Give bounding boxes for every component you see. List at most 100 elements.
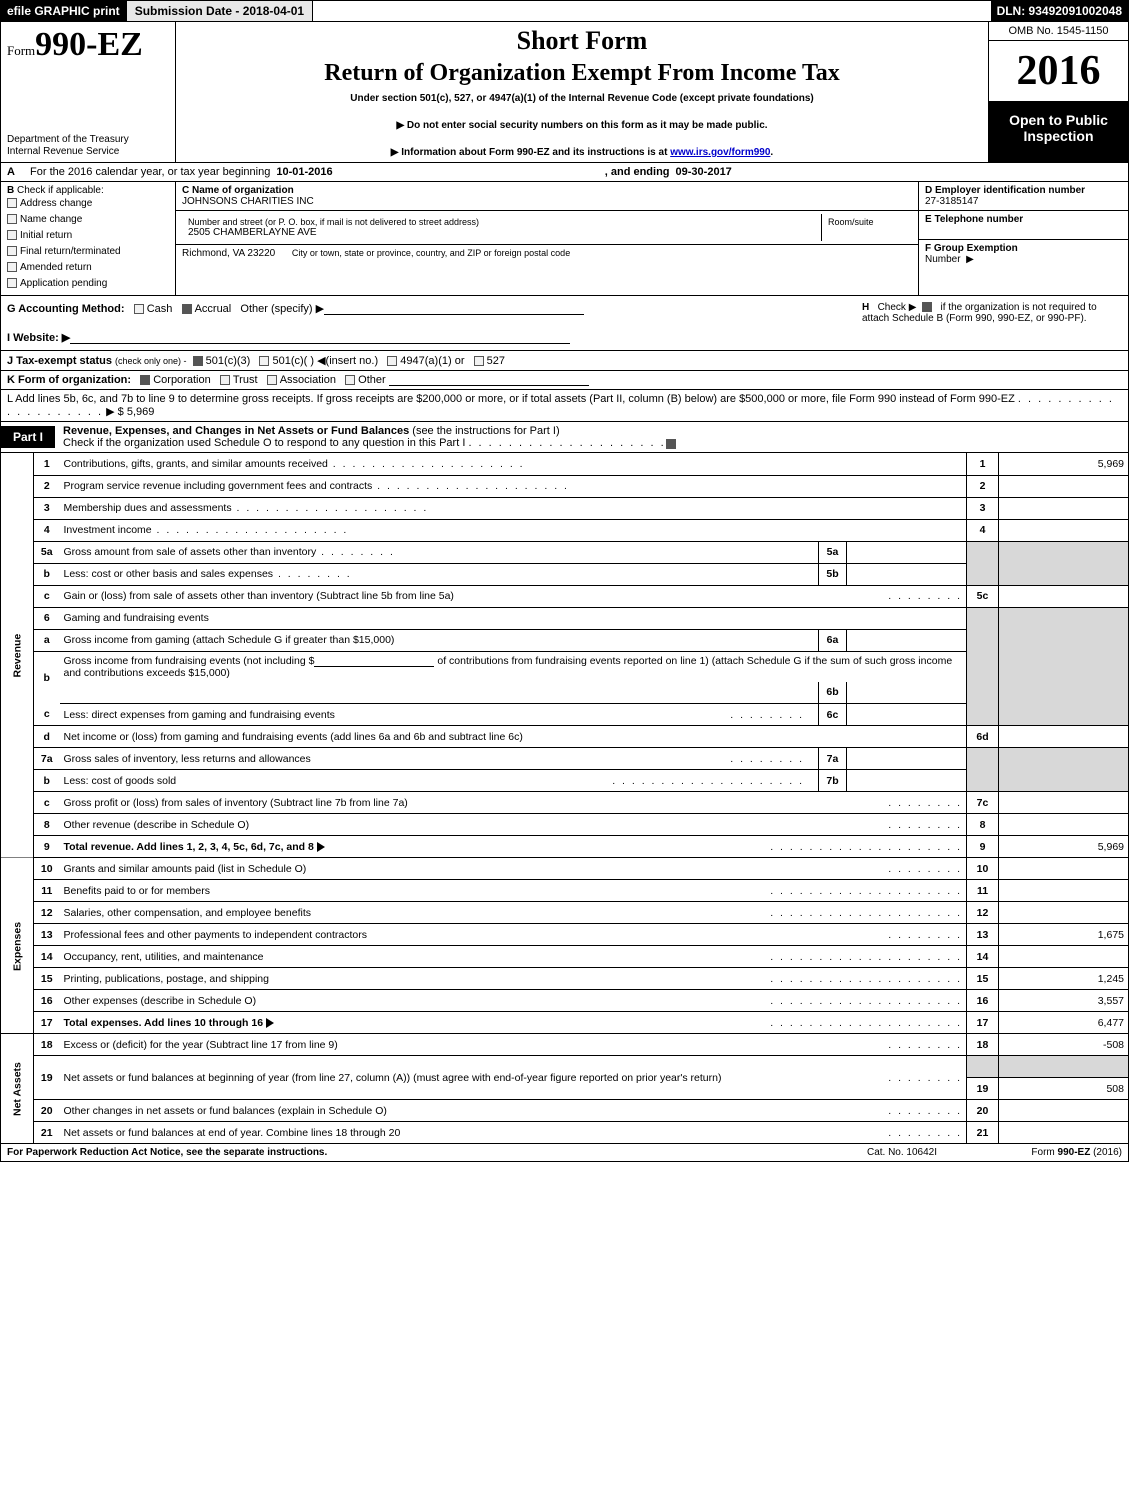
c-city: Richmond, VA 23220 — [182, 248, 275, 259]
arrow-line-1: ▶ Do not enter social security numbers o… — [186, 120, 978, 131]
row-1: Revenue 1 Contributions, gifts, grants, … — [1, 453, 1129, 475]
return-title: Return of Organization Exempt From Incom… — [186, 60, 978, 87]
i-website-line[interactable] — [70, 332, 570, 344]
cat-no: Cat. No. 10642I — [832, 1147, 972, 1158]
irs-link[interactable]: www.irs.gov/form990 — [670, 147, 770, 158]
val-15: 1,245 — [999, 968, 1129, 990]
chk-assoc[interactable] — [267, 375, 277, 385]
chk-h[interactable] — [922, 302, 932, 312]
chk-corp[interactable] — [140, 375, 150, 385]
val-1: 5,969 — [999, 453, 1129, 475]
footer: For Paperwork Reduction Act Notice, see … — [0, 1144, 1129, 1162]
chk-name-change[interactable]: Name change — [7, 212, 169, 228]
tax-year: 2016 — [989, 41, 1128, 102]
chk-initial-return[interactable]: Initial return — [7, 228, 169, 244]
row-6c: c Less: direct expenses from gaming and … — [1, 704, 1129, 726]
line-a-begin: 10-01-2016 — [276, 166, 332, 178]
c-street-block: Number and street (or P. O. box, if mail… — [176, 211, 918, 245]
f-lbl2: Number — [925, 254, 961, 265]
chk-address-change[interactable]: Address change — [7, 196, 169, 212]
header: Form990-EZ Department of the Treasury In… — [0, 22, 1129, 163]
row-8: 8 Other revenue (describe in Schedule O)… — [1, 814, 1129, 836]
row-4: 4 Investment income 4 — [1, 519, 1129, 541]
open-line1: Open to Public — [993, 112, 1124, 128]
row-7b: b Less: cost of goods sold 7b — [1, 770, 1129, 792]
arrow-line-2: ▶ Information about Form 990-EZ and its … — [186, 147, 978, 158]
chk-501c[interactable] — [259, 356, 269, 366]
main-table: Revenue 1 Contributions, gifts, grants, … — [0, 453, 1129, 1144]
header-left: Form990-EZ Department of the Treasury In… — [1, 22, 176, 162]
row-14: 14Occupancy, rent, utilities, and mainte… — [1, 946, 1129, 968]
d-block: D Employer identification number 27-3185… — [919, 182, 1128, 211]
line-l: L Add lines 5b, 6c, and 7b to line 9 to … — [0, 390, 1129, 422]
line-k: K Form of organization: Corporation Trus… — [0, 371, 1129, 390]
chk-schedule-o[interactable] — [666, 439, 676, 449]
part-i-title: Revenue, Expenses, and Changes in Net As… — [55, 422, 687, 452]
side-net-assets: Net Assets — [1, 1034, 34, 1144]
form-number: Form990-EZ — [7, 26, 169, 64]
g-other-line[interactable] — [324, 303, 584, 315]
efile-label: efile GRAPHIC print — [1, 1, 126, 21]
g-other: Other (specify) ▶ — [240, 303, 324, 315]
h-lbl: H — [862, 302, 869, 313]
form-no: 990-EZ — [35, 26, 143, 63]
gh-right: H Check ▶ if the organization is not req… — [862, 302, 1122, 344]
c-name: JOHNSONS CHARITIES INC — [182, 196, 912, 207]
row-5c: c Gain or (loss) from sale of assets oth… — [1, 585, 1129, 607]
line-a: A For the 2016 calendar year, or tax yea… — [0, 163, 1129, 182]
row-6: 6 Gaming and fundraising events — [1, 607, 1129, 629]
k-lbl: K Form of organization: — [7, 374, 131, 386]
row-7c: c Gross profit or (loss) from sales of i… — [1, 792, 1129, 814]
form-ref: Form 990-EZ (2016) — [972, 1147, 1122, 1158]
chk-application-pending[interactable]: Application pending — [7, 276, 169, 292]
form-prefix: Form — [7, 43, 35, 58]
6b-fill[interactable] — [314, 655, 434, 667]
department: Department of the Treasury Internal Reve… — [7, 134, 169, 158]
chk-amended[interactable]: Amended return — [7, 260, 169, 276]
chk-4947[interactable] — [387, 356, 397, 366]
line-a-pre: For the 2016 calendar year, or tax year … — [30, 166, 270, 178]
i-lbl: I Website: ▶ — [7, 332, 70, 344]
row-12: 12Salaries, other compensation, and empl… — [1, 902, 1129, 924]
l-amt: ▶ $ 5,969 — [106, 406, 154, 418]
f-block: F Group Exemption Number ▶ — [919, 240, 1128, 268]
chk-final-return[interactable]: Final return/terminated — [7, 244, 169, 260]
row-9: 9 Total revenue. Add lines 1, 2, 3, 4, 5… — [1, 836, 1129, 858]
row-11: 11Benefits paid to or for members11 — [1, 880, 1129, 902]
d-val: 27-3185147 — [925, 196, 978, 207]
row-gh: G Accounting Method: Cash Accrual Other … — [0, 296, 1129, 351]
row-6b-1: b Gross income from fundraising events (… — [1, 651, 1129, 682]
row-18: Net Assets 18 Excess or (deficit) for th… — [1, 1034, 1129, 1056]
j-txt: (check only one) - — [115, 356, 187, 366]
row-13: 13Professional fees and other payments t… — [1, 924, 1129, 946]
chk-trust[interactable] — [220, 375, 230, 385]
dept-line1: Department of the Treasury — [7, 134, 169, 146]
row-5b: b Less: cost or other basis and sales ex… — [1, 563, 1129, 585]
top-bar: efile GRAPHIC print Submission Date - 20… — [0, 0, 1129, 22]
chk-cash[interactable] — [134, 304, 144, 314]
row-15: 15Printing, publications, postage, and s… — [1, 968, 1129, 990]
k-other-line[interactable] — [389, 374, 589, 386]
c-name-lbl: C Name of organization — [182, 185, 912, 196]
col-b: B Check if applicable: Address change Na… — [1, 182, 176, 295]
chk-other-org[interactable] — [345, 375, 355, 385]
j-lbl: J Tax-exempt status — [7, 355, 112, 367]
e-lbl: E Telephone number — [925, 214, 1023, 225]
chk-501c3[interactable] — [193, 356, 203, 366]
side-revenue: Revenue — [1, 453, 34, 858]
c-name-block: C Name of organization JOHNSONS CHARITIE… — [176, 182, 918, 211]
g-lbl: G Accounting Method: — [7, 303, 125, 315]
l-txt: L Add lines 5b, 6c, and 7b to line 9 to … — [7, 393, 1015, 405]
val-17: 6,477 — [999, 1012, 1129, 1034]
open-to-public: Open to Public Inspection — [989, 102, 1128, 162]
chk-527[interactable] — [474, 356, 484, 366]
arrow-icon — [266, 1018, 274, 1028]
b-label: Check if applicable: — [17, 185, 104, 196]
row-10: Expenses 10 Grants and similar amounts p… — [1, 858, 1129, 880]
val-9: 5,969 — [999, 836, 1129, 858]
block-bcdef: B Check if applicable: Address change Na… — [0, 182, 1129, 296]
part-i-lbl: Part I — [1, 426, 55, 448]
under-section: Under section 501(c), 527, or 4947(a)(1)… — [186, 93, 978, 104]
chk-accrual[interactable] — [182, 304, 192, 314]
dln-label: DLN: 93492091002048 — [991, 1, 1128, 21]
